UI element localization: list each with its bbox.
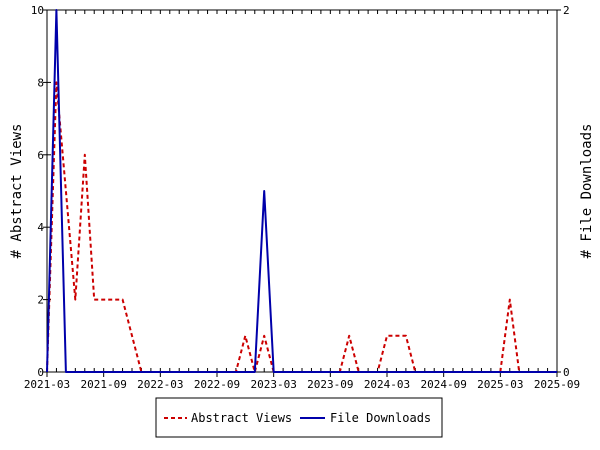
- y-tick-label: 6: [37, 149, 44, 162]
- x-major-ticks: 2021-03 2021-09 2022-03 2022-09 2023-03 2023-…: [24, 372, 580, 391]
- y-tick-label: 2: [37, 294, 44, 307]
- y2-axis-title: # File Downloads: [579, 124, 595, 259]
- plot-frame: [46, 9, 558, 373]
- x-tick-label: 2024-09: [420, 378, 466, 391]
- x-tick-label: 2021-09: [80, 378, 126, 391]
- series-line-abstract-views: [46, 81, 557, 373]
- x-tick-label: 2025-03: [477, 378, 523, 391]
- y2-ticks: 02: [553, 4, 570, 379]
- x-tick-label: 2024-03: [364, 378, 410, 391]
- y-axis-title: # Abstract Views: [9, 124, 25, 259]
- x-tick-label: 2025-09: [534, 378, 580, 391]
- series-line-file-downloads: [46, 9, 557, 373]
- legend: Abstract Views File Downloads: [155, 397, 443, 438]
- y-tick-label: 4: [37, 221, 44, 234]
- x-tick-label: 2021-03: [24, 378, 70, 391]
- x-tick-label: 2023-03: [250, 378, 296, 391]
- legend-label-abstract-views: Abstract Views: [191, 411, 292, 425]
- legend-label-file-downloads: File Downloads: [330, 411, 431, 425]
- y-tick-label: 0: [37, 366, 44, 379]
- y2-tick-label: 0: [563, 366, 570, 379]
- legend-box: [155, 397, 443, 438]
- x-tick-label: 2022-03: [137, 378, 183, 391]
- x-tick-label: 2023-09: [307, 378, 353, 391]
- series-layer: [46, 9, 557, 373]
- y2-tick-label: 2: [563, 4, 570, 17]
- x-minor-ticks: [46, 10, 558, 372]
- x-tick-label: 2022-09: [194, 378, 240, 391]
- y-tick-label: 10: [31, 4, 44, 17]
- y-tick-label: 8: [37, 76, 44, 89]
